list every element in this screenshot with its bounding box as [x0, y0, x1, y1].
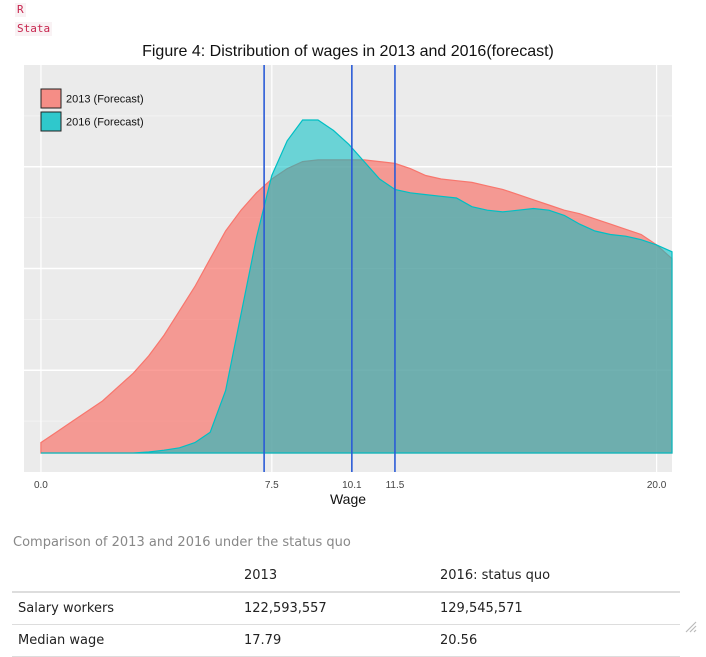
comparison-table: 2013 2016: status quo Salary workers 122… — [12, 560, 680, 657]
tab-stata[interactable]: Stata — [15, 22, 53, 36]
density-area-2016 — [40, 119, 673, 454]
table-row: Salary workers 122,593,557 129,545,571 — [12, 592, 680, 625]
x-tick-label: 10.1 — [342, 480, 362, 491]
legend-swatch — [40, 88, 62, 109]
table-header-row: 2013 2016: status quo — [12, 560, 680, 593]
legend-entry: 2016 (Forecast) — [66, 117, 144, 129]
tab-r[interactable]: R — [15, 3, 26, 17]
x-tick-label: 0.0 — [34, 480, 48, 491]
chart-title: Figure 4: Distribution of wages in 2013 … — [142, 43, 554, 60]
wage-distribution-chart: Figure 4: Distribution of wages in 2013 … — [0, 40, 706, 510]
header-cell: 2016: status quo — [434, 560, 680, 593]
table-row: Median wage 17.79 20.56 — [12, 624, 680, 657]
cell-value: 20.56 — [434, 624, 680, 657]
x-tick-label: 11.5 — [386, 480, 405, 491]
cell-value: 129,545,571 — [434, 592, 680, 625]
row-label: Salary workers — [12, 592, 238, 625]
x-axis-label: Wage — [330, 491, 366, 507]
table-caption: Comparison of 2013 and 2016 under the st… — [13, 535, 351, 550]
cell-value: 17.79 — [238, 624, 434, 657]
cell-value: 122,593,557 — [238, 592, 434, 625]
legend-swatch — [40, 111, 62, 132]
resize-icon[interactable] — [684, 620, 698, 634]
header-cell: 2013 — [238, 560, 434, 593]
x-tick-label: 20.0 — [647, 480, 667, 491]
legend-entry: 2013 (Forecast) — [66, 94, 144, 106]
header-cell — [12, 560, 238, 593]
x-tick-label: 7.5 — [265, 480, 279, 491]
row-label: Median wage — [12, 624, 238, 657]
